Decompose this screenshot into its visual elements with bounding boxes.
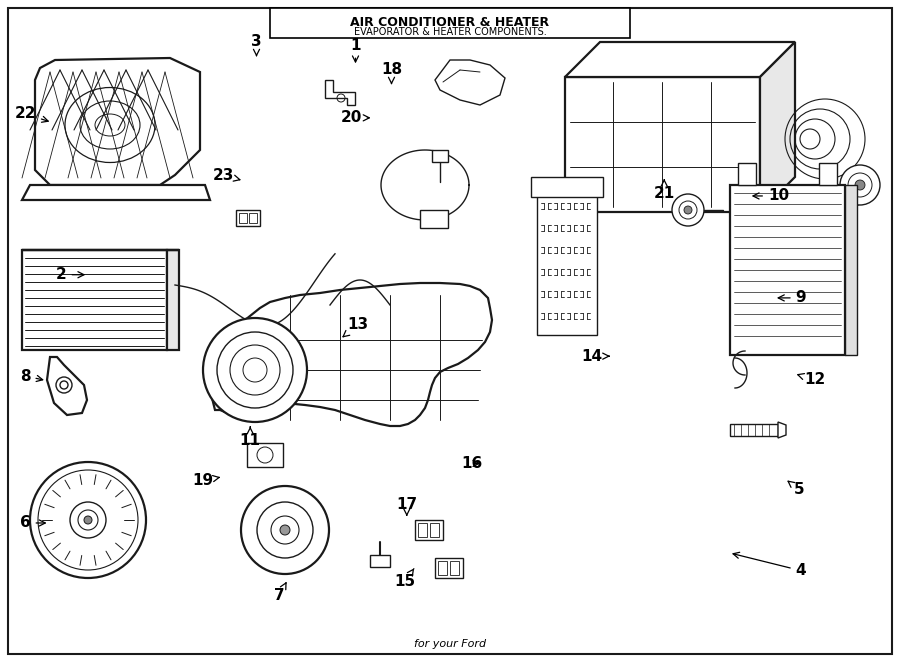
Text: 16: 16 bbox=[461, 456, 482, 471]
Text: 10: 10 bbox=[753, 189, 789, 203]
Polygon shape bbox=[435, 60, 505, 105]
Circle shape bbox=[840, 165, 880, 205]
Bar bbox=[415, 520, 443, 540]
Text: 17: 17 bbox=[396, 497, 418, 515]
Circle shape bbox=[203, 318, 307, 422]
Bar bbox=[438, 561, 447, 575]
Text: 18: 18 bbox=[381, 62, 402, 83]
Bar bbox=[435, 558, 463, 578]
Bar bbox=[418, 523, 427, 537]
Polygon shape bbox=[565, 42, 795, 77]
Text: 3: 3 bbox=[251, 34, 262, 56]
Text: for your Ford: for your Ford bbox=[414, 639, 486, 649]
Bar bbox=[565, 77, 760, 212]
Bar bbox=[432, 150, 448, 162]
Circle shape bbox=[684, 206, 692, 214]
Circle shape bbox=[30, 462, 146, 578]
Polygon shape bbox=[778, 422, 786, 438]
Bar bbox=[420, 210, 448, 228]
Text: 21: 21 bbox=[653, 180, 675, 201]
Circle shape bbox=[56, 377, 72, 393]
Polygon shape bbox=[845, 185, 857, 355]
Bar bbox=[450, 561, 459, 575]
Text: 11: 11 bbox=[239, 427, 261, 448]
Bar bbox=[730, 424, 778, 436]
Bar bbox=[247, 443, 283, 467]
Text: 12: 12 bbox=[797, 373, 825, 387]
Bar bbox=[370, 555, 390, 567]
Polygon shape bbox=[210, 283, 492, 426]
Polygon shape bbox=[47, 357, 87, 415]
Text: 1: 1 bbox=[350, 38, 361, 62]
Text: 5: 5 bbox=[788, 481, 805, 497]
Text: 6: 6 bbox=[20, 516, 45, 530]
Circle shape bbox=[855, 180, 865, 190]
Text: 4: 4 bbox=[734, 552, 806, 578]
Polygon shape bbox=[325, 80, 355, 105]
Text: EVAPORATOR & HEATER COMPONENTS.: EVAPORATOR & HEATER COMPONENTS. bbox=[354, 27, 546, 37]
Polygon shape bbox=[760, 42, 795, 212]
Circle shape bbox=[84, 516, 92, 524]
Bar bbox=[239, 213, 247, 223]
Text: 14: 14 bbox=[581, 349, 609, 363]
Bar bbox=[730, 185, 845, 355]
Text: 20: 20 bbox=[340, 111, 369, 125]
Text: 2: 2 bbox=[56, 267, 84, 282]
Text: AIR CONDITIONER & HEATER: AIR CONDITIONER & HEATER bbox=[350, 15, 550, 28]
Circle shape bbox=[672, 194, 704, 226]
Polygon shape bbox=[167, 250, 179, 350]
Text: 19: 19 bbox=[192, 473, 220, 488]
Text: 13: 13 bbox=[343, 317, 369, 337]
Polygon shape bbox=[35, 58, 200, 185]
Bar bbox=[537, 195, 597, 335]
Circle shape bbox=[241, 486, 329, 574]
Bar bbox=[270, 8, 630, 38]
Text: 23: 23 bbox=[212, 168, 240, 183]
Text: 15: 15 bbox=[394, 569, 416, 589]
Circle shape bbox=[280, 525, 290, 535]
Polygon shape bbox=[842, 187, 860, 207]
Bar bbox=[249, 213, 257, 223]
Bar bbox=[738, 163, 756, 185]
Polygon shape bbox=[22, 185, 210, 200]
Bar bbox=[236, 210, 260, 226]
Text: 7: 7 bbox=[274, 583, 286, 603]
Bar bbox=[819, 163, 837, 185]
Bar bbox=[531, 177, 603, 197]
Bar bbox=[430, 523, 439, 537]
Text: 8: 8 bbox=[20, 369, 42, 383]
Text: 22: 22 bbox=[14, 107, 49, 122]
Bar bbox=[22, 250, 167, 350]
Text: 9: 9 bbox=[778, 291, 806, 305]
